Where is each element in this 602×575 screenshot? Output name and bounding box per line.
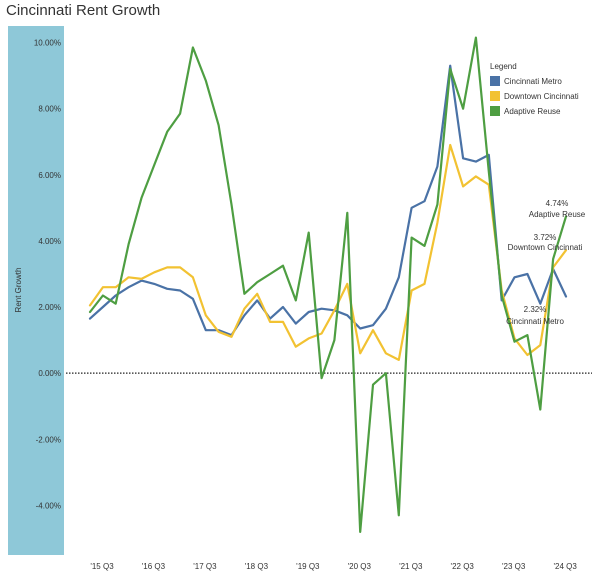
end-series-label: Cincinnati Metro (506, 317, 564, 326)
y-tick-label: 2.00% (38, 303, 61, 312)
x-tick-label: '19 Q3 (296, 562, 320, 571)
x-tick-label: '16 Q3 (142, 562, 166, 571)
x-axis-ticks: '15 Q3 '16 Q3 '17 Q3 '18 Q3 '19 Q3 '20 Q3 '21 … (90, 562, 577, 571)
end-annotations: 2.32% Cincinnati Metro 3.72%Downtown Cinci… (506, 199, 586, 326)
legend-label: Cincinnati Metro (504, 77, 562, 86)
series-layer (88, 36, 568, 534)
y-axis-ticks: 10.00% 8.00% 6.00% 4.00% 2.00% 0.00% -2.00% -4.… (34, 39, 61, 511)
series-line-1 (88, 143, 568, 361)
x-tick-label: '20 Q3 (348, 562, 372, 571)
y-axis-label: Rent Growth (14, 268, 23, 313)
y-tick-label: -2.00% (36, 435, 61, 444)
legend-swatch (490, 106, 500, 116)
x-tick-label: '17 Q3 (193, 562, 217, 571)
x-tick-label: '15 Q3 (90, 562, 114, 571)
legend: Legend Cincinnati Metro Downtown Cincinnat… (490, 62, 579, 116)
end-value-label: 3.72% (534, 233, 557, 242)
legend-title: Legend (490, 62, 517, 71)
y-tick-label: 6.00% (38, 171, 61, 180)
x-tick-label: '21 Q3 (399, 562, 423, 571)
y-tick-label: 8.00% (38, 105, 61, 114)
x-tick-label: '18 Q3 (245, 562, 269, 571)
x-tick-label: '23 Q3 (502, 562, 526, 571)
x-tick-label: '24 Q3 (553, 562, 577, 571)
legend-label: Adaptive Reuse (504, 107, 561, 116)
y-axis-band (8, 26, 64, 555)
end-series-label: Downtown Cincinnati (508, 243, 583, 252)
end-value-label: 4.74% (546, 199, 569, 208)
y-tick-label: 4.00% (38, 237, 61, 246)
end-series-label: Adaptive Reuse (529, 210, 586, 219)
legend-swatch (490, 76, 500, 86)
chart-title: Cincinnati Rent Growth (6, 2, 161, 19)
x-tick-label: '22 Q3 (451, 562, 475, 571)
end-value-label: 2.32% (524, 305, 547, 314)
legend-label: Downtown Cincinnati (504, 92, 579, 101)
y-tick-label: 10.00% (34, 39, 61, 48)
y-tick-label: -4.00% (36, 501, 61, 510)
series-line-2 (88, 36, 568, 534)
legend-swatch (490, 91, 500, 101)
y-tick-label: 0.00% (38, 369, 61, 378)
